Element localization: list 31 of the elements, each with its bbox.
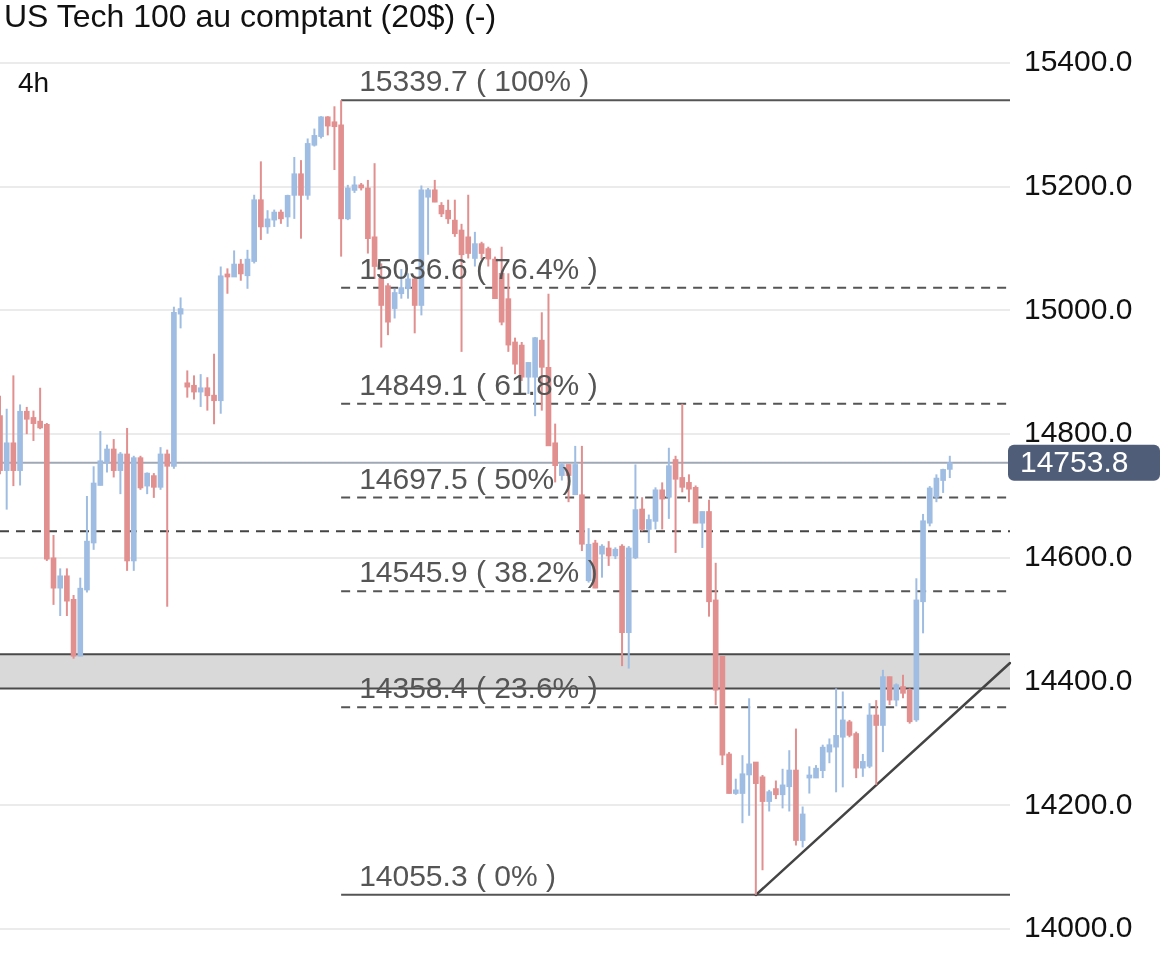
candlestick: [873, 699, 880, 786]
chart-subtitle: 4h: [18, 66, 50, 98]
candlestick: [659, 481, 666, 531]
candlestick: [151, 472, 157, 499]
candlestick: [57, 567, 64, 617]
y-tick-label: 14200.0: [1024, 786, 1133, 820]
y-tick-label: 15000.0: [1024, 291, 1133, 325]
ref-line-label: 14055.3 ( 0% ): [359, 858, 556, 892]
ref-line-label: 14545.9 ( 38.2% ): [359, 555, 598, 589]
y-tick-label: 15400.0: [1024, 44, 1133, 78]
candlestick: [699, 510, 706, 549]
y-tick-label: 14000.0: [1024, 910, 1133, 944]
ref-line-label: 15339.7 ( 100% ): [359, 64, 590, 98]
candlestick: [766, 788, 773, 813]
candlestick: [237, 258, 244, 282]
candlestick: [605, 540, 612, 567]
y-tick-label: 14600.0: [1024, 539, 1133, 573]
candlestick: [599, 543, 605, 579]
y-tick-label: 15200.0: [1024, 167, 1133, 201]
candlestick: [231, 249, 237, 279]
ref-line-label: 14697.5 ( 50% ): [359, 461, 573, 495]
candlestick: [431, 178, 438, 204]
candlestick: [773, 779, 779, 801]
candlestick: [298, 159, 304, 240]
candlestick: [164, 448, 171, 608]
chart-title: US Tech 100 au comptant (20$) (-): [4, 0, 497, 34]
candlestick: [110, 438, 117, 479]
y-tick-label: 14400.0: [1024, 662, 1133, 696]
candlestick: [144, 471, 150, 496]
candlestick: [893, 682, 900, 708]
candlestick: [639, 496, 645, 533]
